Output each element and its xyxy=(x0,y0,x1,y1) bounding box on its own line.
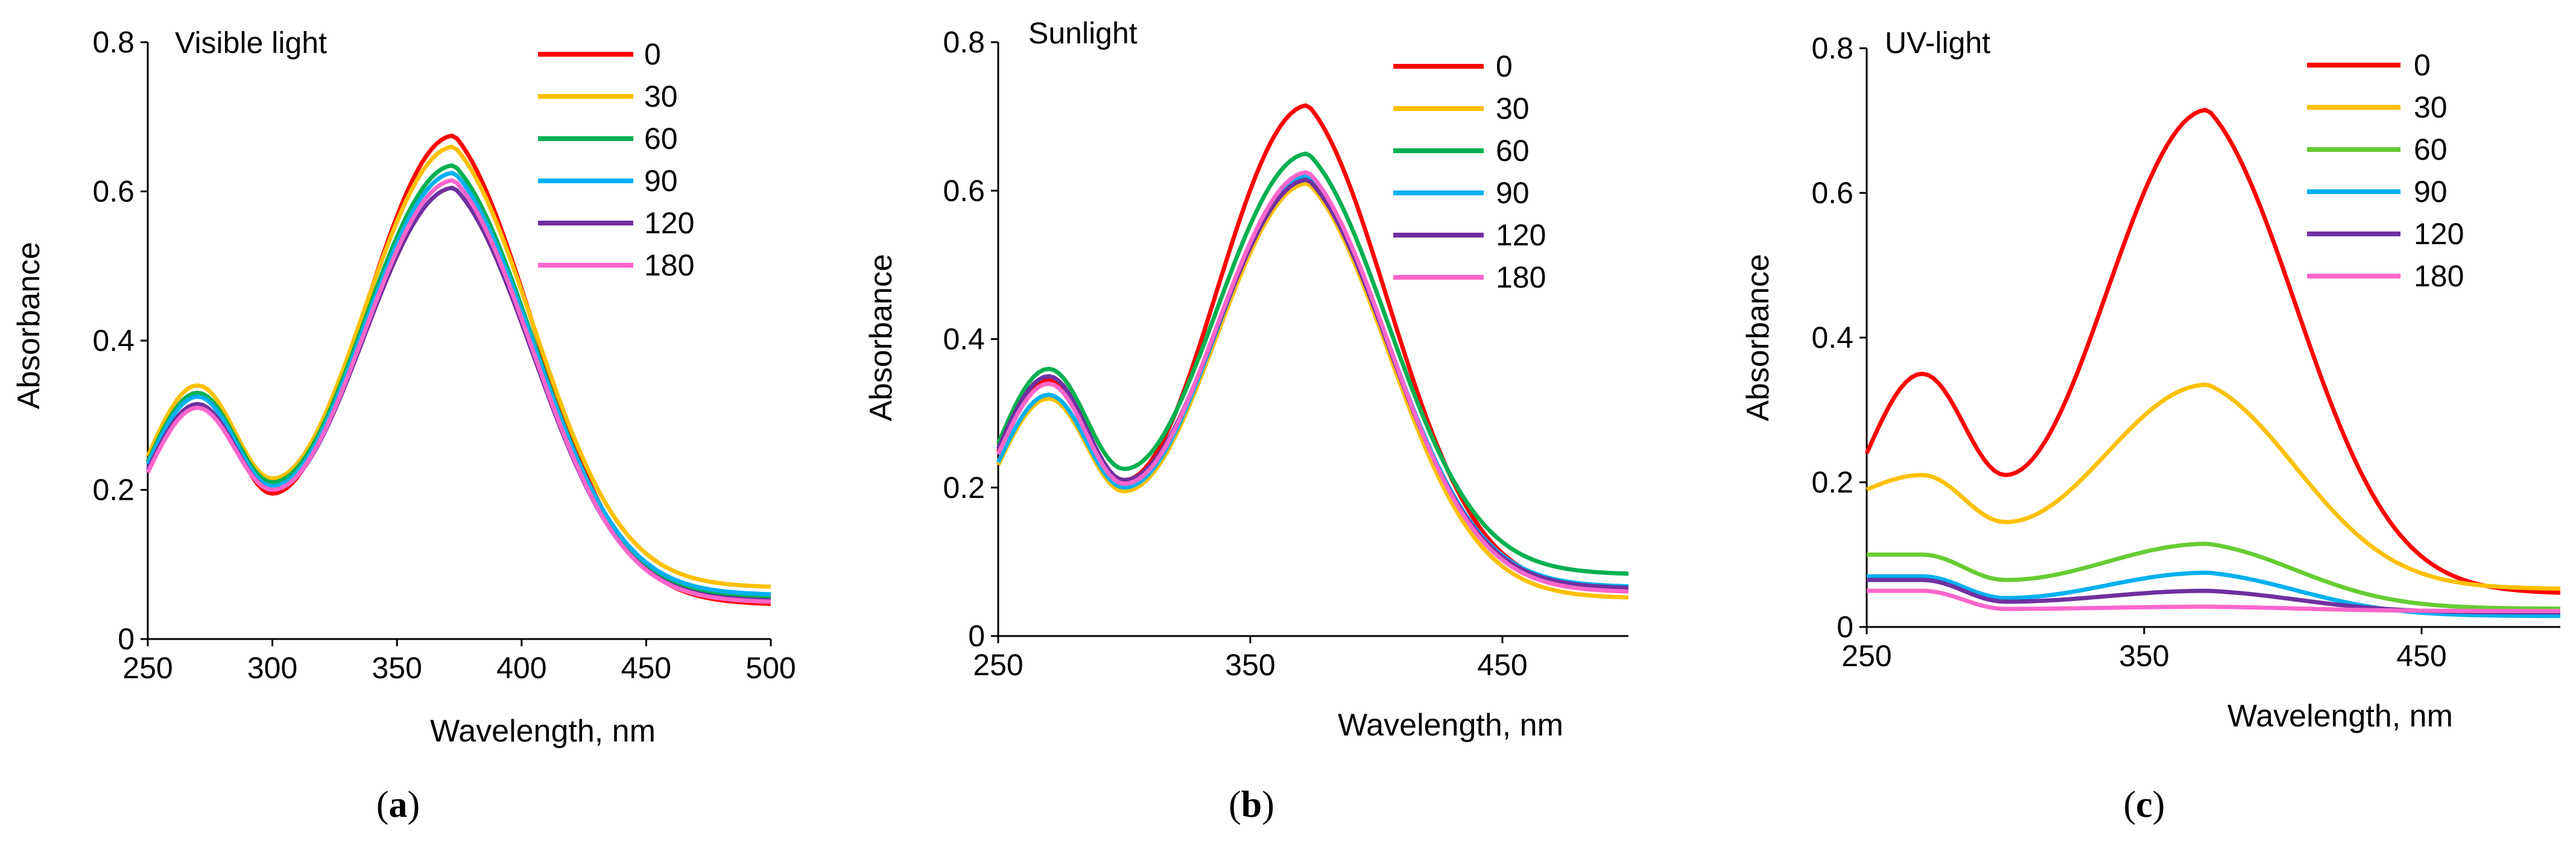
x-tick-label: 250 xyxy=(122,651,172,685)
y-tick-label: 0.8 xyxy=(1811,31,1853,65)
x-axis-label: Wavelength, nm xyxy=(430,714,656,749)
series-line-30 xyxy=(145,145,771,589)
chart-title: UV-light xyxy=(1885,26,1990,60)
legend-label: 120 xyxy=(1496,218,1546,252)
y-tick-label: 0.2 xyxy=(943,471,985,505)
legend-label: 180 xyxy=(644,248,694,282)
panel-caption: (c) xyxy=(2124,784,2165,825)
x-tick-label: 450 xyxy=(1477,648,1527,682)
y-axis-label: Absorbance xyxy=(864,254,899,421)
chart-title: Visible light xyxy=(175,26,327,60)
x-tick-label: 250 xyxy=(973,648,1023,682)
legend-label: 0 xyxy=(1496,49,1513,83)
legend-label: 0 xyxy=(2414,48,2431,82)
legend-label: 0 xyxy=(644,37,661,71)
x-tick-label: 400 xyxy=(496,651,546,685)
y-tick-label: 0.6 xyxy=(1811,176,1853,210)
y-axis-label: Absorbance xyxy=(1741,254,1776,421)
series-line-60 xyxy=(1867,541,2560,611)
panel-caption: (a) xyxy=(376,784,420,825)
x-tick-label: 350 xyxy=(1225,648,1275,682)
y-tick-label: 0 xyxy=(1837,610,1853,644)
y-tick-label: 0.4 xyxy=(943,323,985,356)
panel-b-sunlight: 0 0.2 0.4 0.6 0.8 250 350 450 0 30 60 90 120 180 Sunl… xyxy=(864,16,1629,825)
x-tick-label: 500 xyxy=(745,651,796,685)
series-line-90 xyxy=(1867,570,2560,619)
series-line-180 xyxy=(145,178,771,604)
y-tick-label: 0.8 xyxy=(92,25,134,59)
legend-label: 60 xyxy=(644,122,678,156)
legend-label: 30 xyxy=(2414,90,2448,124)
panel-c-uv-light: 0 0.2 0.4 0.6 0.8 250 350 450 0 30 60 90 120 180 UV-l… xyxy=(1741,26,2561,825)
x-tick-label: 350 xyxy=(2119,639,2169,673)
x-tick-label: 450 xyxy=(2396,639,2446,673)
y-tick-label: 0.4 xyxy=(1811,321,1853,354)
series-line-30 xyxy=(1866,382,2561,591)
legend-label: 90 xyxy=(1496,176,1530,210)
legend-label: 180 xyxy=(1496,260,1546,294)
y-axis-label: Absorbance xyxy=(11,242,46,409)
x-axis-label: Wavelength, nm xyxy=(1338,708,1563,743)
series-line-60 xyxy=(996,151,1629,576)
legend-label: 90 xyxy=(644,164,678,198)
legend-label: 90 xyxy=(2414,175,2448,209)
series-line-30 xyxy=(996,181,1629,600)
series-line-180 xyxy=(996,170,1629,594)
chart-title: Sunlight xyxy=(1028,16,1138,50)
y-tick-label: 0.4 xyxy=(92,324,134,357)
series-line-120 xyxy=(996,177,1629,590)
legend-label: 60 xyxy=(2414,133,2448,166)
y-tick-label: 0 xyxy=(968,619,985,653)
y-tick-label: 0.8 xyxy=(943,25,985,59)
y-tick-label: 0.2 xyxy=(92,473,134,507)
legend-label: 180 xyxy=(2414,259,2464,293)
x-tick-label: 350 xyxy=(372,651,422,685)
legend-label: 30 xyxy=(644,80,678,113)
series-line-180 xyxy=(1867,588,2560,614)
x-tick-label: 250 xyxy=(1841,639,1891,673)
series-line-90 xyxy=(145,171,771,597)
legend-label: 120 xyxy=(2414,217,2464,251)
y-tick-label: 0 xyxy=(118,622,134,656)
y-tick-label: 0.6 xyxy=(92,175,134,209)
panel-caption: (b) xyxy=(1229,784,1274,825)
legend-label: 60 xyxy=(1496,134,1530,168)
legend-label: 30 xyxy=(1496,92,1530,125)
x-tick-label: 300 xyxy=(247,651,297,685)
y-tick-label: 0.2 xyxy=(1811,465,1853,499)
legend-label: 120 xyxy=(644,206,694,240)
y-tick-label: 0.6 xyxy=(943,174,985,207)
x-tick-label: 450 xyxy=(621,651,671,685)
x-axis-label: Wavelength, nm xyxy=(2227,699,2453,734)
series-line-0 xyxy=(1864,107,2561,595)
panel-a-visible-light: 0 0.2 0.4 0.6 0.8 250 300 350 400 450 500 0 30 60 90 12… xyxy=(11,25,796,825)
